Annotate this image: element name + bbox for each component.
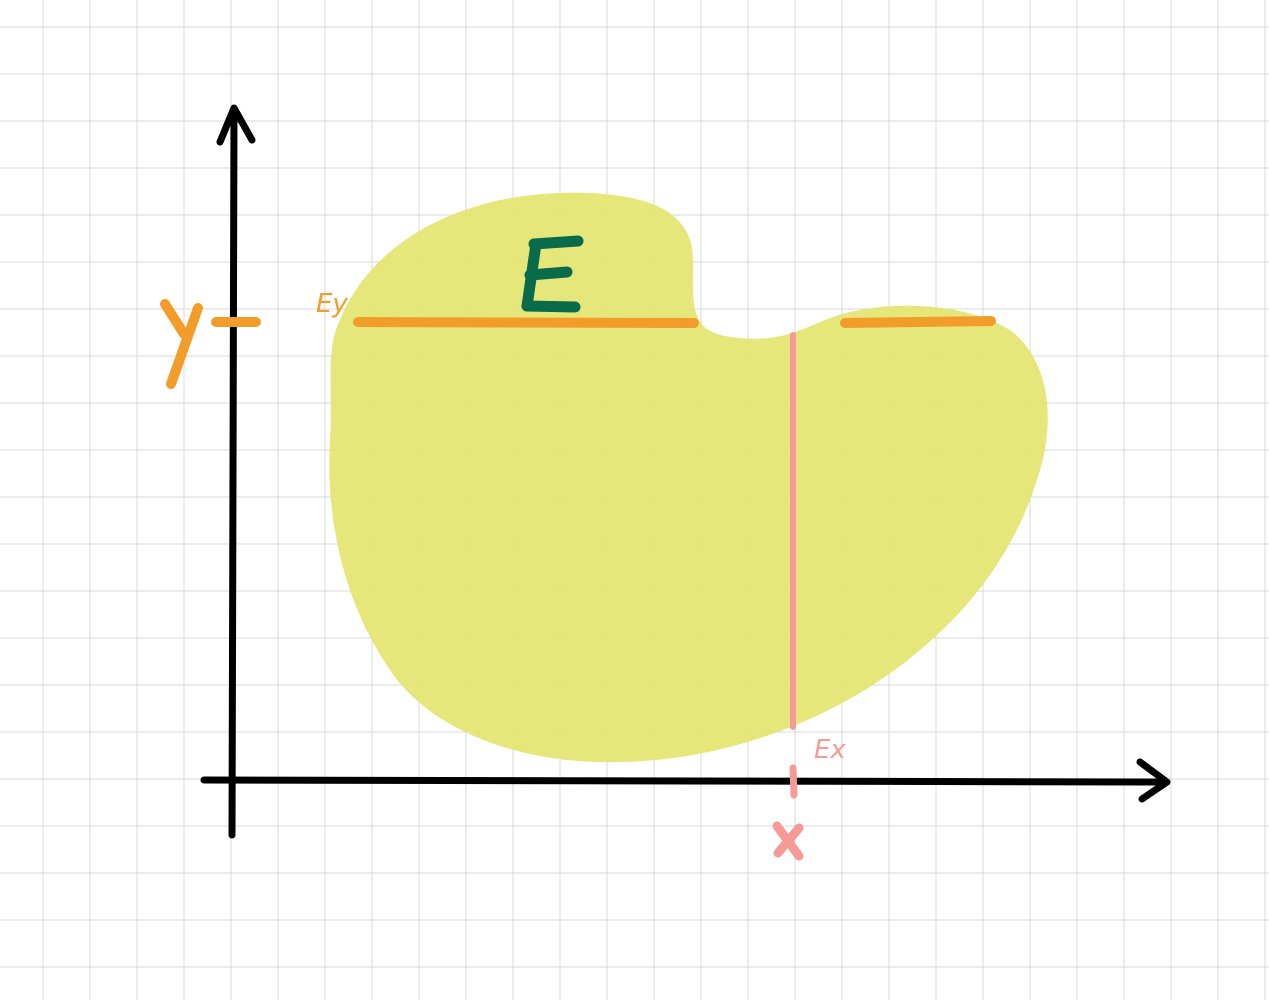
x-value-glyph bbox=[772, 821, 804, 861]
x-section bbox=[789, 332, 798, 799]
y-axis bbox=[228, 106, 238, 839]
y-axis-arrowhead bbox=[216, 104, 256, 146]
x-axis-arrowhead bbox=[1136, 758, 1171, 803]
region-e bbox=[329, 192, 1048, 763]
x-section-label: Ex bbox=[814, 735, 846, 765]
y-section-left-segment bbox=[353, 317, 699, 328]
x-axis bbox=[200, 776, 1169, 786]
x-tick bbox=[789, 764, 798, 799]
y-section bbox=[211, 316, 996, 328]
y-value-glyph bbox=[160, 299, 203, 389]
y-section-right-segment bbox=[840, 316, 996, 328]
axes bbox=[200, 104, 1171, 839]
y-section-label: Ey bbox=[316, 289, 348, 319]
set-name-glyph bbox=[521, 235, 584, 313]
